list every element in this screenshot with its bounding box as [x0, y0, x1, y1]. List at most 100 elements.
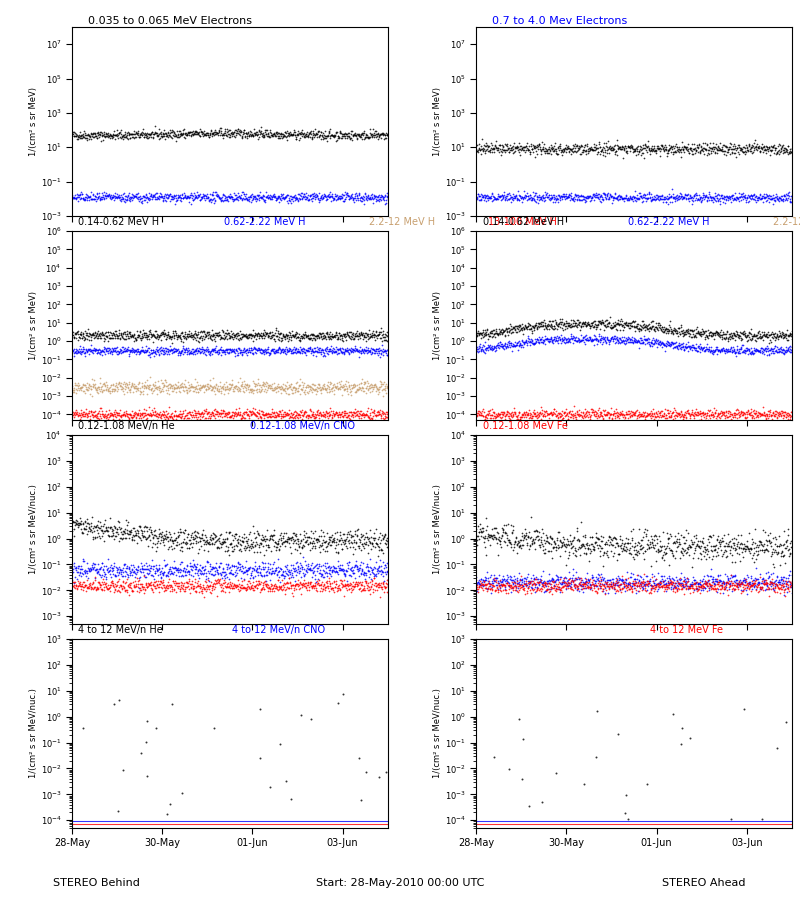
Point [674, 340, 686, 355]
Point [750, 328, 762, 343]
Point [742, 343, 755, 357]
Point [189, 408, 202, 422]
Point [630, 335, 643, 349]
Point [612, 546, 625, 561]
Point [100, 328, 113, 343]
Point [668, 323, 681, 338]
Point [203, 127, 216, 141]
Point [631, 192, 644, 206]
Point [89, 192, 102, 206]
Point [319, 343, 332, 357]
Point [220, 128, 233, 142]
Point [606, 196, 618, 211]
Point [170, 584, 182, 598]
Point [366, 342, 378, 356]
Point [239, 554, 252, 569]
Point [782, 186, 794, 201]
Point [592, 410, 605, 424]
Point [377, 329, 390, 344]
Point [571, 334, 584, 348]
Point [344, 585, 357, 599]
Point [781, 333, 794, 347]
Point [226, 544, 239, 559]
Point [618, 337, 631, 351]
Point [574, 571, 586, 585]
Point [84, 342, 97, 356]
Point [498, 574, 511, 589]
Point [668, 402, 681, 417]
Point [684, 540, 697, 554]
Point [152, 191, 165, 205]
Point [655, 192, 668, 206]
Point [625, 191, 638, 205]
Point [286, 128, 299, 142]
Point [381, 410, 394, 425]
Point [563, 145, 576, 159]
Point [264, 572, 277, 587]
Point [582, 579, 595, 593]
Point [149, 344, 162, 358]
Point [329, 186, 342, 201]
Point [282, 344, 294, 358]
Point [351, 344, 364, 358]
Point [264, 407, 277, 421]
Point [252, 327, 265, 341]
Point [163, 572, 176, 586]
Point [136, 580, 149, 594]
Point [180, 408, 193, 422]
Point [578, 538, 590, 553]
Point [527, 189, 540, 203]
Point [357, 344, 370, 358]
Point [579, 189, 592, 203]
Point [690, 581, 703, 596]
Point [183, 188, 196, 202]
Point [720, 145, 733, 159]
Point [559, 316, 572, 330]
Point [770, 579, 783, 593]
Point [633, 583, 646, 598]
Point [198, 404, 211, 419]
Point [670, 191, 683, 205]
Point [254, 190, 267, 204]
Point [270, 323, 282, 338]
Point [552, 410, 565, 424]
Point [234, 191, 247, 205]
Point [521, 536, 534, 550]
Point [142, 193, 155, 207]
Point [529, 331, 542, 346]
Point [212, 346, 225, 361]
Point [98, 188, 111, 202]
Point [606, 577, 619, 591]
Point [782, 341, 795, 356]
Point [778, 581, 791, 596]
Point [183, 194, 196, 209]
Point [709, 343, 722, 357]
Point [236, 383, 249, 398]
Point [734, 140, 746, 155]
Point [783, 328, 796, 343]
Point [118, 569, 131, 583]
Point [265, 579, 278, 593]
Point [576, 536, 589, 551]
Point [167, 408, 180, 422]
Point [599, 139, 612, 153]
Point [84, 184, 97, 199]
Point [181, 406, 194, 420]
Point [782, 409, 794, 423]
Point [502, 336, 514, 350]
Point [179, 580, 192, 594]
Point [182, 533, 195, 547]
Point [538, 404, 550, 419]
Point [502, 570, 514, 584]
Point [252, 372, 265, 386]
Point [362, 570, 375, 584]
Point [337, 579, 350, 593]
Point [763, 143, 776, 157]
Point [159, 327, 172, 341]
Point [86, 343, 99, 357]
Point [265, 567, 278, 581]
Point [779, 541, 792, 555]
Point [274, 193, 286, 207]
Point [739, 190, 752, 204]
Point [283, 127, 296, 141]
